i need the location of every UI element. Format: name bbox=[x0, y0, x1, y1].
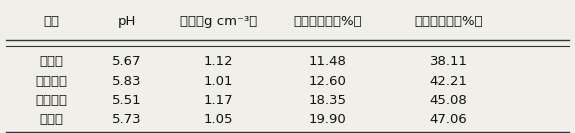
Text: 生物炭组: 生物炭组 bbox=[36, 75, 68, 88]
Text: 对照组: 对照组 bbox=[40, 55, 64, 68]
Text: 12.60: 12.60 bbox=[309, 75, 347, 88]
Text: 土壤含水量（%）: 土壤含水量（%） bbox=[293, 15, 362, 28]
Text: 47.06: 47.06 bbox=[430, 113, 467, 126]
Text: 42.21: 42.21 bbox=[430, 75, 467, 88]
Text: pH: pH bbox=[117, 15, 136, 28]
Text: 田间持水量（%）: 田间持水量（%） bbox=[414, 15, 483, 28]
Text: 试验组: 试验组 bbox=[40, 113, 64, 126]
Text: 5.83: 5.83 bbox=[112, 75, 141, 88]
Text: 1.12: 1.12 bbox=[204, 55, 233, 68]
Text: 19.90: 19.90 bbox=[309, 113, 347, 126]
Text: 5.73: 5.73 bbox=[112, 113, 141, 126]
Text: 1.01: 1.01 bbox=[204, 75, 233, 88]
Text: 18.35: 18.35 bbox=[309, 94, 347, 107]
Text: 5.67: 5.67 bbox=[112, 55, 141, 68]
Text: 38.11: 38.11 bbox=[430, 55, 467, 68]
Text: 容重（g cm⁻³）: 容重（g cm⁻³） bbox=[180, 15, 257, 28]
Text: 处理: 处理 bbox=[44, 15, 60, 28]
Text: 11.48: 11.48 bbox=[309, 55, 347, 68]
Text: 1.17: 1.17 bbox=[204, 94, 233, 107]
Text: 保水剂组: 保水剂组 bbox=[36, 94, 68, 107]
Text: 45.08: 45.08 bbox=[430, 94, 467, 107]
Text: 5.51: 5.51 bbox=[112, 94, 141, 107]
Text: 1.05: 1.05 bbox=[204, 113, 233, 126]
